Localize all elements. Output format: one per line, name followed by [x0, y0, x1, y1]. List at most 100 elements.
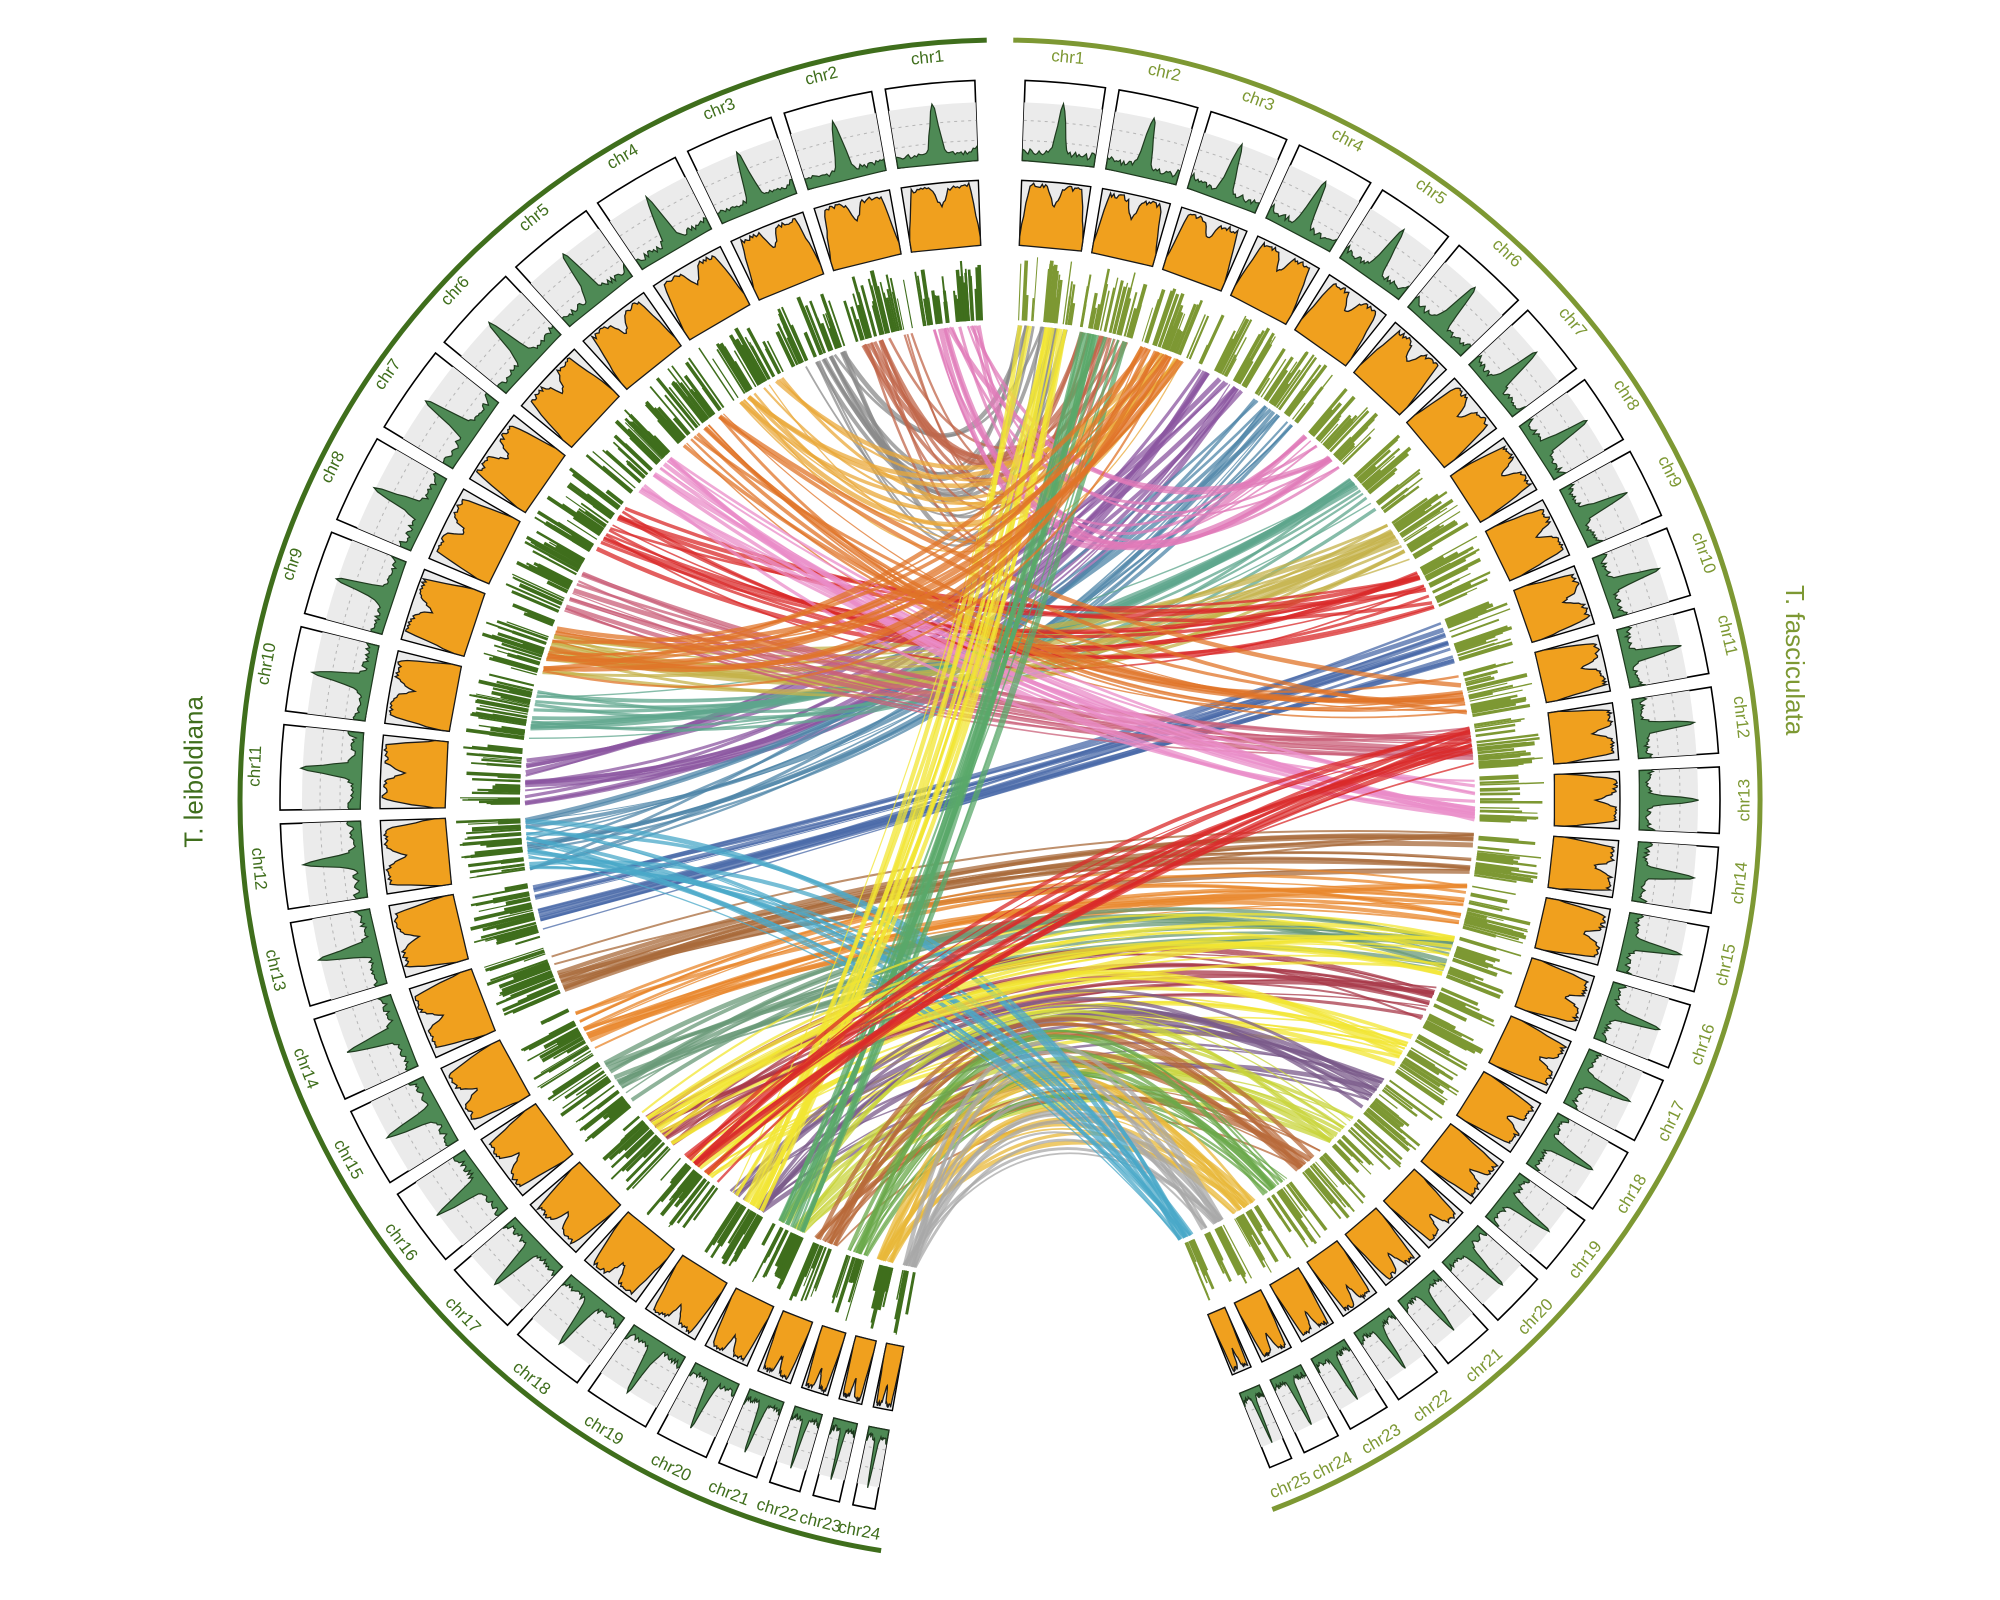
- gene-mark: [1455, 946, 1497, 963]
- gene-mark: [1471, 699, 1514, 710]
- gene-mark: [498, 965, 551, 989]
- gene-mark: [718, 1205, 745, 1245]
- gene-mark: [1119, 298, 1132, 336]
- gene-mark: [506, 621, 549, 638]
- gene-mark: [479, 753, 522, 759]
- gene-mark: [476, 698, 529, 712]
- gene-mark: [511, 630, 547, 646]
- gene-mark: [569, 467, 621, 509]
- repeat-density-curve: [300, 820, 369, 900]
- gene-mark: [893, 1270, 909, 1334]
- gene-mark: [1392, 493, 1440, 528]
- gene-mark: [566, 519, 598, 540]
- gene-mark: [776, 1236, 804, 1290]
- gene-mark: [1347, 1129, 1391, 1171]
- synteny-strand: [572, 588, 1473, 753]
- synteny-strand: [937, 328, 1307, 551]
- gene-mark: [824, 313, 839, 349]
- gene-mark: [692, 1181, 710, 1204]
- gene-density-curve: [590, 301, 682, 391]
- gene-mark: [547, 1009, 570, 1022]
- gene-mark: [516, 560, 570, 590]
- gene-mark: [1396, 500, 1442, 533]
- gene-mark: [492, 687, 532, 698]
- synteny-strand: [542, 356, 1172, 688]
- gene-mark: [835, 1255, 851, 1298]
- gene-mark: [1045, 274, 1052, 323]
- gridline: [391, 468, 430, 544]
- gene-mark: [1381, 1088, 1418, 1117]
- gene-mark: [1464, 917, 1514, 933]
- gene-mark: [575, 1063, 601, 1081]
- gene-mark: [596, 1091, 620, 1110]
- gene-mark: [546, 1028, 579, 1047]
- gene-mark: [522, 643, 545, 653]
- gene-mark: [885, 274, 900, 332]
- gene-mark: [889, 277, 903, 331]
- chromosome-label: chr17: [441, 1293, 484, 1337]
- gene-mark: [1428, 1013, 1456, 1031]
- gene-mark: [1213, 330, 1236, 372]
- synteny-link: [684, 726, 1474, 1183]
- gene-mark: [1217, 318, 1250, 375]
- repeat-density-curve: [493, 1216, 564, 1286]
- gene-mark: [565, 495, 607, 526]
- gene-mark: [1469, 689, 1523, 702]
- gene-mark: [1278, 375, 1305, 411]
- gene-mark: [631, 420, 667, 457]
- gene-mark: [1282, 1186, 1321, 1238]
- gene-mark: [524, 540, 579, 572]
- gene-mark: [476, 868, 526, 877]
- gene-mark: [496, 620, 549, 641]
- synteny-strand: [575, 874, 1467, 1016]
- chromosome-panel: [396, 1061, 632, 1261]
- chromosome-panel: [1395, 1034, 1629, 1211]
- chromosome-panel: [768, 1254, 867, 1493]
- gene-mark: [1428, 557, 1482, 587]
- gene-mark: [671, 1169, 697, 1200]
- gene-mark: [491, 832, 522, 836]
- gene-mark: [1465, 915, 1528, 933]
- gridline: [339, 821, 349, 901]
- gene-mark: [852, 293, 868, 340]
- gridline: [686, 1380, 731, 1404]
- repeat-density-curve: [1339, 228, 1410, 301]
- gene-mark: [1342, 436, 1372, 466]
- gridline: [362, 554, 388, 630]
- synteny-strand: [934, 329, 1312, 547]
- gene-mark: [1177, 304, 1199, 355]
- gene-mark: [620, 1134, 659, 1172]
- gene-mark: [711, 1202, 741, 1246]
- gene-mark: [590, 1104, 632, 1140]
- gene-mark: [497, 788, 521, 791]
- gene-mark: [1309, 408, 1334, 436]
- gene-mark: [613, 434, 653, 472]
- gene-mark: [501, 866, 525, 872]
- inner-track-frame: [1422, 986, 1502, 1058]
- gene-mark: [1422, 1024, 1468, 1051]
- synteny-strand: [559, 856, 1471, 981]
- gene-mark: [691, 385, 715, 416]
- gene-mark: [963, 282, 969, 322]
- gene-density-curve: [739, 217, 825, 301]
- gene-mark: [1186, 1241, 1197, 1263]
- synteny-strand: [549, 350, 1158, 670]
- gene-mark: [1099, 290, 1110, 331]
- gene-mark: [1266, 1197, 1283, 1219]
- gene-mark: [733, 1215, 762, 1263]
- gene-mark: [831, 1254, 849, 1299]
- chromosome-panel: [443, 275, 671, 495]
- gene-mark: [497, 650, 541, 664]
- gene-mark: [1363, 446, 1412, 489]
- gene-mark: [1462, 663, 1497, 675]
- gene-mark: [1157, 293, 1180, 348]
- gridline: [339, 730, 345, 810]
- gene-mark: [1191, 1238, 1209, 1272]
- gene-density-curve: [909, 181, 982, 253]
- gene-mark: [545, 520, 592, 551]
- gene-mark: [1438, 992, 1467, 1008]
- chromosome-label: chr15: [330, 1136, 367, 1182]
- gene-mark: [1403, 504, 1458, 541]
- gene-mark: [540, 1044, 588, 1074]
- gene-mark: [1432, 572, 1471, 593]
